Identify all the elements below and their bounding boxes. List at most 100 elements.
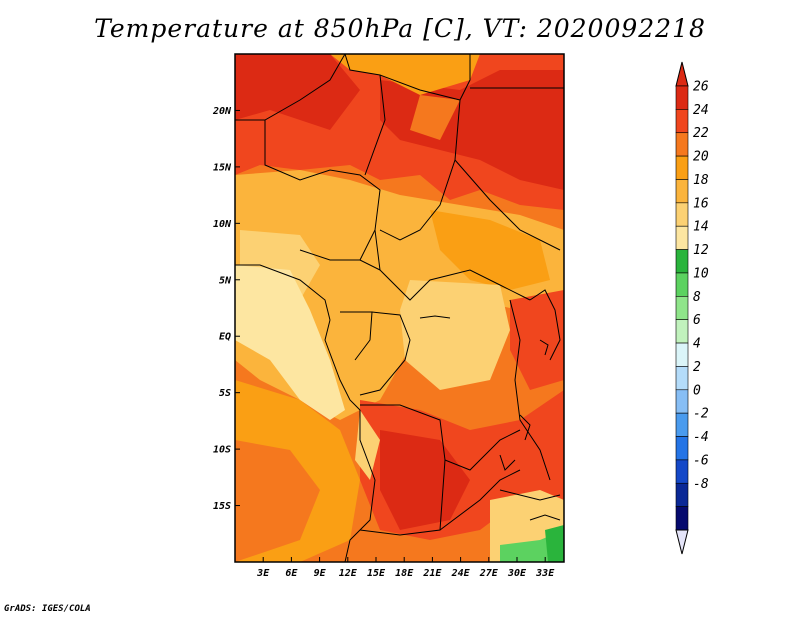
- colorbar-label: -4: [693, 430, 709, 445]
- colorbar-segment: [675, 109, 689, 134]
- colorbar-segment: [675, 459, 689, 484]
- colorbar-segment: [675, 482, 689, 507]
- grads-credit: GrADS: IGES/COLA: [4, 604, 91, 614]
- border-6: [379, 99, 461, 241]
- border-9: [299, 249, 381, 271]
- border-10: [235, 264, 331, 321]
- border-4: [264, 120, 381, 261]
- lon-tick-label: 9E: [314, 568, 327, 579]
- colorbar-label: -2: [693, 407, 709, 422]
- field-north-22: [410, 95, 460, 140]
- border-16: [529, 289, 561, 361]
- border-7: [454, 159, 561, 251]
- lat-tick-label: 10N: [213, 219, 232, 230]
- colorbar-label: 12: [693, 243, 709, 258]
- colorbar-segment: [675, 506, 689, 531]
- border-12: [359, 311, 411, 396]
- lon-tick-label: 18E: [395, 568, 414, 579]
- field-south-26: [380, 430, 470, 530]
- colorbar-label: 14: [693, 220, 709, 235]
- border-17: [499, 489, 561, 501]
- lat-tick-label: EQ: [219, 332, 231, 343]
- colorbar-label: 24: [693, 103, 709, 118]
- border-11: [340, 311, 373, 361]
- colorbar-segment: [675, 155, 689, 180]
- lat-tick-label: 20N: [212, 106, 232, 117]
- colorbar-segment: [675, 179, 689, 204]
- lon-tick-label: 24E: [451, 568, 471, 579]
- colorbar-label: -8: [693, 477, 709, 492]
- colorbar-segment: [675, 225, 689, 250]
- lon-tick-label: 33E: [535, 568, 555, 579]
- colorbar-segment: [675, 85, 689, 110]
- country-borders: [235, 54, 564, 562]
- coast-2: [344, 410, 376, 562]
- lat-tick-label: 15N: [213, 162, 232, 173]
- lake-3: [539, 339, 549, 356]
- colorbar-label: 26: [693, 80, 709, 95]
- lon-tick-label: 21E: [422, 568, 442, 579]
- field-east-20: [430, 210, 550, 290]
- latitude-axis: 20N 15N 10N 5N EQ 5S 10S 15S: [212, 106, 240, 512]
- colorbar-label: -6: [693, 453, 709, 468]
- lon-tick-label: 3E: [256, 568, 270, 579]
- field-congo-16: [400, 280, 510, 390]
- border-18: [529, 514, 561, 521]
- lake-2: [519, 414, 531, 441]
- colorbar-label: 0: [693, 383, 701, 398]
- lon-tick-label: 12E: [339, 568, 358, 579]
- field-ocean-22: [235, 440, 320, 562]
- colorbar-label: 22: [693, 126, 709, 141]
- lake-1: [499, 454, 516, 471]
- border-2: [344, 54, 471, 101]
- colorbar-label: 2: [693, 360, 701, 375]
- colorbar-label: 18: [693, 173, 709, 188]
- colorbar-segment: [675, 389, 689, 414]
- colorbar-segment: [675, 132, 689, 157]
- longitude-axis: 3E 6E 9E 12E 15E 18E 21E 24E 27E 30E 33E: [256, 557, 555, 579]
- field-lakes-24: [510, 290, 564, 390]
- colorbar-segment: [675, 436, 689, 461]
- border-5: [364, 74, 386, 176]
- field-coast-14: [235, 265, 345, 420]
- colorbar-label: 16: [693, 196, 709, 211]
- field-southeast-14: [545, 525, 564, 562]
- border-15: [439, 469, 521, 531]
- colorbar-under-triangle: [675, 529, 689, 555]
- temperature-field: [235, 54, 564, 562]
- border-14: [359, 459, 446, 536]
- map-title: Temperature at 850hPa [C], VT: 202009221…: [94, 14, 706, 43]
- colorbar-label: 20: [693, 150, 709, 165]
- map-frame: [234, 53, 565, 563]
- field-northwest-26: [235, 54, 360, 130]
- colorbar-label: 10: [693, 266, 709, 281]
- lon-tick-label: 6E: [285, 568, 298, 579]
- lat-tick-label: 5S: [219, 388, 231, 399]
- lakes-shore: [509, 299, 551, 481]
- colorbar-label: 4: [693, 337, 701, 352]
- colorbar-segment: [675, 366, 689, 391]
- border-1: [235, 54, 346, 121]
- lon-tick-label: 15E: [367, 568, 386, 579]
- colorbar-segment: [675, 272, 689, 297]
- field-namib-16: [355, 410, 380, 480]
- colorbar-label: 6: [693, 313, 701, 328]
- field-north-20: [330, 54, 480, 95]
- river-1: [419, 315, 451, 319]
- lat-tick-label: 5N: [219, 275, 232, 286]
- colorbar-segment: [675, 412, 689, 437]
- colorbar-segment: [675, 342, 689, 367]
- lon-tick-label: 30E: [507, 568, 527, 579]
- colorbar-segment: [675, 319, 689, 344]
- colorbar-segment: [675, 202, 689, 227]
- colorbar-segment: [675, 296, 689, 320]
- coast-1: [324, 319, 361, 411]
- lon-tick-label: 27E: [479, 568, 499, 579]
- lat-tick-label: 10S: [213, 445, 231, 456]
- colorbar-label: 8: [693, 290, 701, 305]
- colorbar-segment: [675, 249, 689, 274]
- colorbar-over-triangle: [675, 61, 689, 87]
- lat-tick-label: 15S: [213, 501, 231, 512]
